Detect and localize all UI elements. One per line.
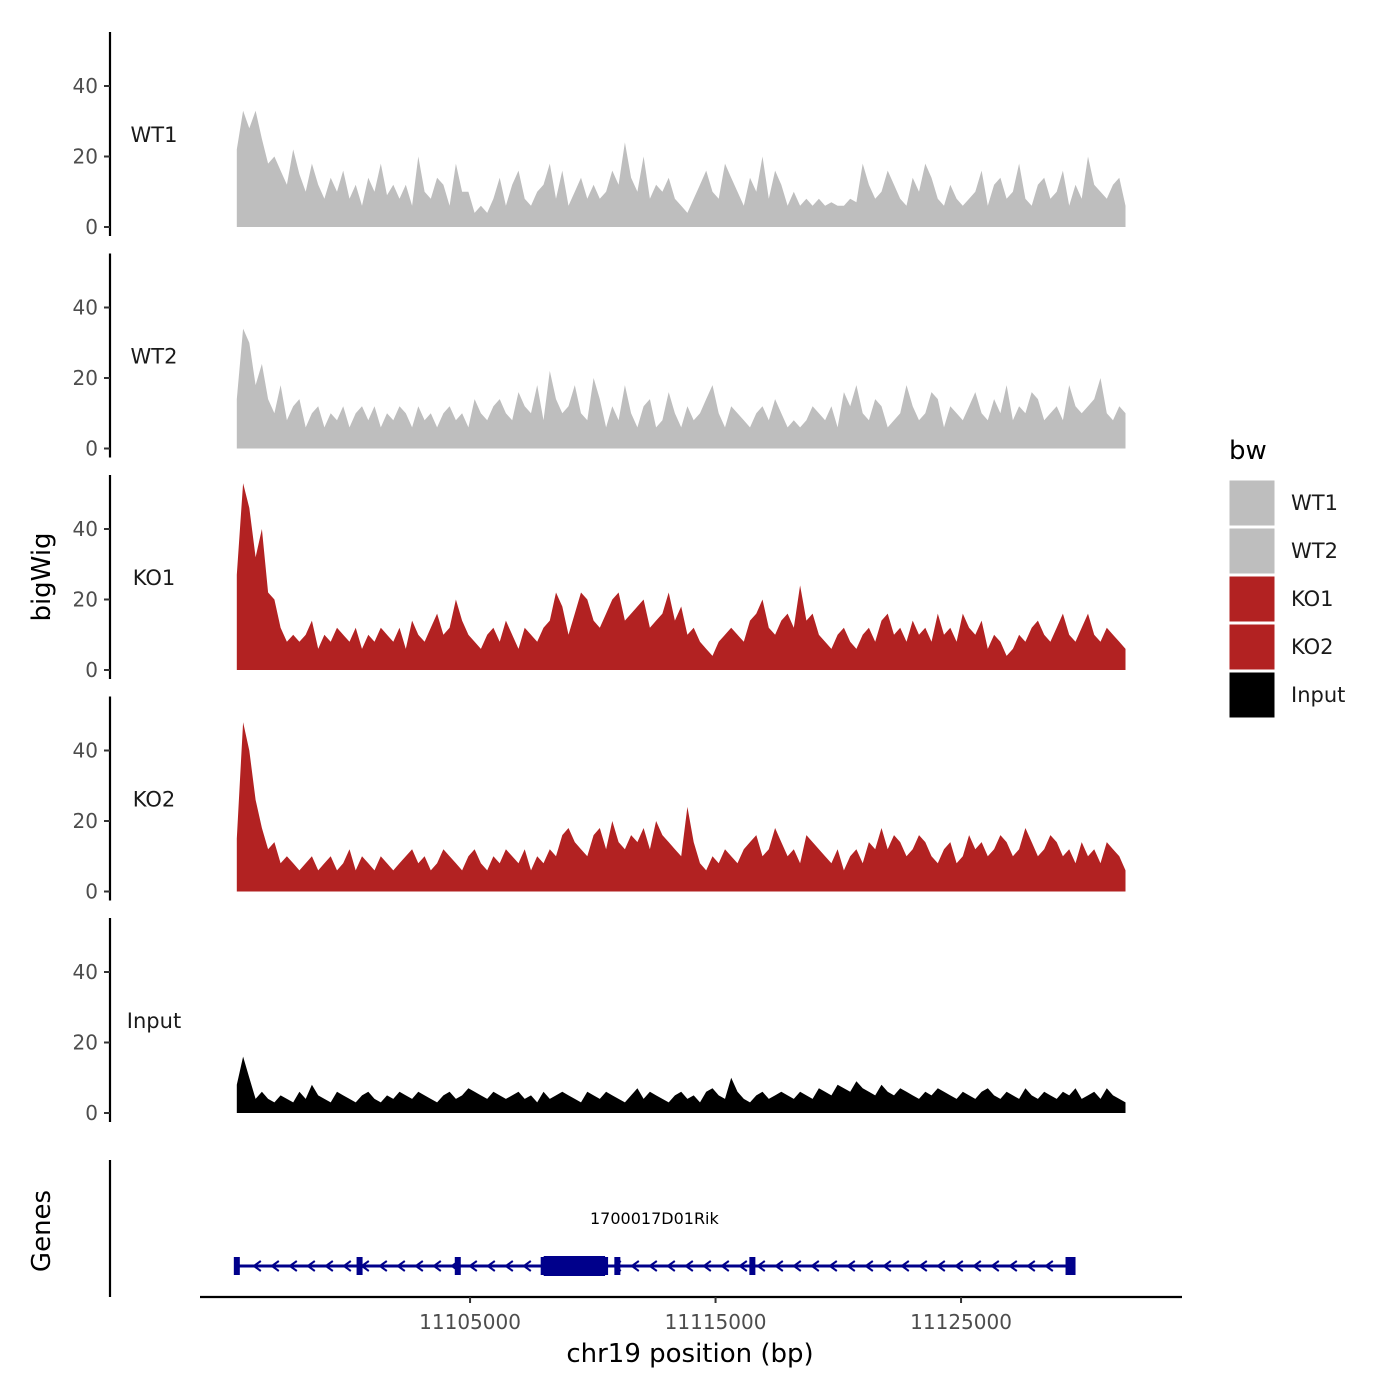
strand-arrow — [936, 1260, 946, 1272]
strand-arrow — [1008, 1260, 1018, 1272]
signal-tracks: 0 20 40 WT1 0 20 40 WT2 0 20 40 KO1 0 20 40 KO2 0 20 40 Inp… — [73, 32, 1126, 1125]
strand-arrow — [810, 1260, 820, 1272]
strand-arrow — [666, 1260, 676, 1272]
x-tick-label: 11105000 — [419, 1310, 521, 1334]
strand-arrow — [954, 1260, 964, 1272]
strand-arrow — [720, 1260, 730, 1272]
gene-name-label: 1700017D01Rik — [590, 1209, 720, 1228]
gene-track: 1700017D01Rik — [108, 1160, 1076, 1297]
exon-mark — [749, 1257, 756, 1275]
track-ko1: 0 20 40 KO1 — [73, 475, 1126, 682]
y-tick-label: 0 — [85, 658, 98, 682]
strand-arrow — [522, 1260, 532, 1272]
legend-label-ko1: KO1 — [1291, 587, 1334, 611]
y-tick-label: 40 — [73, 296, 98, 320]
strand-arrow — [882, 1260, 892, 1272]
legend-label-wt1: WT1 — [1291, 491, 1338, 515]
legend-label-wt2: WT2 — [1291, 539, 1338, 563]
strand-arrow — [270, 1260, 280, 1272]
gene-coding-block — [543, 1256, 606, 1276]
track-wt2: 0 20 40 WT2 — [73, 253, 1126, 461]
strand-arrow — [306, 1260, 316, 1272]
strand-arrow — [630, 1260, 640, 1272]
y-tick-label: 40 — [73, 74, 98, 98]
y-tick-label: 20 — [73, 1031, 98, 1055]
strand-arrow — [414, 1260, 424, 1272]
legend: bw WT1 WT2 KO1 KO2 Input — [1228, 436, 1345, 719]
strand-arrow — [702, 1260, 712, 1272]
track-label-ko1: KO1 — [133, 566, 176, 590]
track-label-wt2: WT2 — [131, 345, 178, 369]
x-tick-label: 11125000 — [910, 1310, 1012, 1334]
genes-axis-title: Genes — [27, 1190, 57, 1272]
strand-arrow — [972, 1260, 982, 1272]
x-tick-label: 11115000 — [665, 1310, 767, 1334]
y-tick-label: 20 — [73, 145, 98, 169]
legend-key-ko2 — [1228, 623, 1276, 671]
y-tick-label: 20 — [73, 588, 98, 612]
exon-mark — [233, 1257, 240, 1275]
signal-area-wt1 — [236, 110, 1126, 227]
signal-area-ko1 — [236, 483, 1126, 670]
track-label-ko2: KO2 — [133, 788, 176, 812]
y-tick-label: 20 — [73, 809, 98, 833]
strand-arrow — [792, 1260, 802, 1272]
strand-arrow — [990, 1260, 1000, 1272]
strand-arrow — [774, 1260, 784, 1272]
legend-label-input: Input — [1291, 683, 1345, 707]
signal-area-input — [236, 1056, 1126, 1113]
strand-arrow — [504, 1260, 514, 1272]
track-label-input: Input — [127, 1009, 181, 1033]
exon-mark — [356, 1257, 363, 1275]
strand-arrow — [756, 1260, 766, 1272]
exon-mark — [454, 1257, 461, 1275]
strand-arrow — [324, 1260, 334, 1272]
strand-arrow — [468, 1260, 478, 1272]
strand-arrow — [486, 1260, 496, 1272]
strand-arrow — [288, 1260, 298, 1272]
y-tick-label: 40 — [73, 517, 98, 541]
strand-arrow — [846, 1260, 856, 1272]
strand-arrow — [918, 1260, 928, 1272]
y-axis-title: bigWig — [27, 532, 57, 621]
legend-label-ko2: KO2 — [1291, 635, 1334, 659]
legend-key-ko1 — [1228, 575, 1276, 623]
strand-arrow — [684, 1260, 694, 1272]
strand-arrow — [900, 1260, 910, 1272]
x-axis-title: chr19 position (bp) — [566, 1339, 813, 1369]
track-wt1: 0 20 40 WT1 — [73, 32, 1126, 239]
strand-arrow — [1026, 1260, 1036, 1272]
y-tick-label: 0 — [85, 215, 98, 239]
strand-arrow — [342, 1260, 352, 1272]
y-tick-label: 0 — [85, 1101, 98, 1125]
legend-key-wt2 — [1228, 527, 1276, 575]
signal-area-wt2 — [236, 328, 1126, 449]
y-tick-label: 40 — [73, 739, 98, 763]
gene-end-exon — [1065, 1257, 1076, 1275]
strand-arrow — [648, 1260, 658, 1272]
y-tick-label: 40 — [73, 960, 98, 984]
legend-key-wt1 — [1228, 479, 1276, 527]
y-tick-label: 0 — [85, 880, 98, 904]
strand-arrow — [828, 1260, 838, 1272]
strand-arrow — [1044, 1260, 1054, 1272]
track-input: 0 20 40 Input — [73, 918, 1126, 1125]
strand-arrow — [396, 1260, 406, 1272]
strand-arrow — [378, 1260, 388, 1272]
strand-arrow — [252, 1260, 262, 1272]
x-axis: 11105000 11115000 11125000 — [200, 1295, 1182, 1334]
strand-arrow — [864, 1260, 874, 1272]
exon-mark — [614, 1257, 621, 1275]
strand-arrow — [432, 1260, 442, 1272]
track-label-wt1: WT1 — [131, 123, 178, 147]
track-ko2: 0 20 40 KO2 — [73, 696, 1126, 904]
legend-title: bw — [1229, 436, 1267, 466]
y-tick-label: 0 — [85, 437, 98, 461]
legend-key-input — [1228, 671, 1276, 719]
y-tick-label: 20 — [73, 366, 98, 390]
strand-arrow — [738, 1260, 748, 1272]
signal-area-ko2 — [236, 722, 1126, 892]
